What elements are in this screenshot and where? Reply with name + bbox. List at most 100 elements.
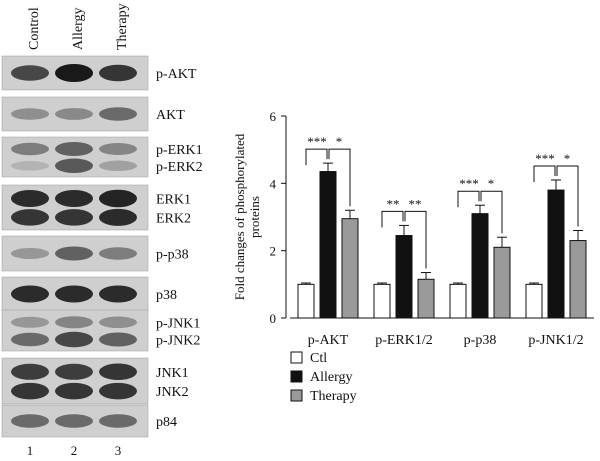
blot-band [99,316,137,329]
blot-band [11,382,49,400]
significance-bracket [305,148,328,166]
blot-band [99,160,137,172]
bar-therapy-0 [341,218,359,319]
blot-band [11,248,49,259]
significance-bracket [404,210,427,269]
blot-band [11,316,49,328]
y-axis-label: Fold changes of phosphorylatedproteins [232,133,262,300]
legend-swatch-therapy [290,389,303,402]
blot-row-4: p-p38 [1,235,189,272]
blot-band [99,285,137,303]
blot-band [55,64,93,82]
significance-label: * [564,151,571,166]
lane-header-allergy: Allergy [71,7,86,50]
lane-header-control: Control [27,7,42,50]
blot-label: ERK1 [156,193,191,208]
blot-band [11,161,49,171]
blot-label: p-JNK1 [156,316,200,331]
blot-label: JNK1 [156,366,189,381]
x-category-label: p-AKT [308,333,349,348]
lane-number-3: 3 [115,443,122,458]
bar-ctl-0 [297,283,315,319]
blot-band [99,382,137,400]
blot-band [55,331,93,348]
blot-row-1: AKT [1,96,185,132]
significance-label: *** [307,134,327,149]
blot-label: p-ERK1 [156,143,203,158]
legend-label-therapy: Therapy [310,389,357,404]
significance-label: *** [459,176,479,191]
blot-band [11,190,49,207]
significance-bracket [533,165,556,182]
blot-band [55,316,93,329]
significance-label: ** [387,196,400,211]
bar-therapy-3 [569,240,587,319]
blot-band [11,65,49,81]
blot-band [99,189,137,208]
blot-row-3: ERK1 ERK2 [1,184,191,231]
legend-swatch-ctl [290,351,303,364]
significance-bracket [457,190,480,208]
blot-label: p-ERK2 [156,160,203,175]
blot-band [99,208,137,226]
bar-allergy-0 [319,171,337,319]
y-tick-label: 2 [270,244,277,259]
x-category-label: p-ERK1/2 [375,333,433,348]
blot-band [99,363,137,381]
significance-label: ** [409,196,422,211]
blot-row-0: p-AKT [1,55,197,91]
significance-bracket [328,148,351,207]
bar-allergy-3 [547,189,565,319]
blot-band [99,414,137,428]
blot-band [55,414,93,428]
bar-ctl-1 [373,283,391,319]
blot-band [99,332,137,347]
bar-therapy-2 [493,246,511,319]
blot-band [99,143,137,155]
bar-therapy-1 [417,278,435,319]
bar-chart: 0 2 4 6 Fold changes of phosphorylatedprotei… [232,109,594,404]
significance-bracket [480,190,503,234]
blot-row-8: p84 [1,404,177,438]
blot-band [99,64,137,82]
blot-label: JNK2 [156,385,189,400]
significance-bracket [381,210,404,228]
x-category-label: p-JNK1/2 [528,333,583,348]
y-tick-label: 0 [270,311,277,326]
significance-bracket [556,165,579,227]
blot-band [55,382,93,400]
legend-label-allergy: Allergy [310,370,353,385]
blot-row-5: p38 [1,276,177,312]
blot-band [55,108,93,120]
y-tick-label: 4 [270,176,277,191]
blot-row-2: p-ERK1 p-ERK2 [1,136,203,178]
blot-band [11,363,49,380]
blot-row-6: p-JNK1 p-JNK2 [1,309,200,352]
blot-label: p84 [156,415,177,430]
blot-band [99,107,137,121]
lane-header-therapy: Therapy [115,3,130,50]
blot-band [55,246,93,261]
blot-label: ERK2 [156,211,191,226]
lane-number-1: 1 [27,443,34,458]
blot-band [11,285,49,303]
significance-label: *** [535,151,555,166]
western-blot-panel: Control Allergy Therapy p-AKTAKTp-ERK1p-… [1,3,203,458]
bar-ctl-2 [449,283,467,319]
blot-band [11,414,49,428]
blot-label: AKT [156,108,185,123]
blot-band [11,209,49,226]
bar-ctl-3 [525,283,543,319]
significance-label: * [488,176,495,191]
blot-band [55,158,93,174]
blot-band [99,247,137,260]
bar-allergy-1 [395,235,413,319]
y-tick-label: 6 [270,109,277,124]
blot-band [55,190,93,207]
blot-label: p-JNK2 [156,334,200,349]
blot-row-7: JNK1 JNK2 [1,357,189,405]
blot-band [55,209,93,226]
blot-label: p-AKT [156,67,197,82]
blot-band [11,142,49,156]
